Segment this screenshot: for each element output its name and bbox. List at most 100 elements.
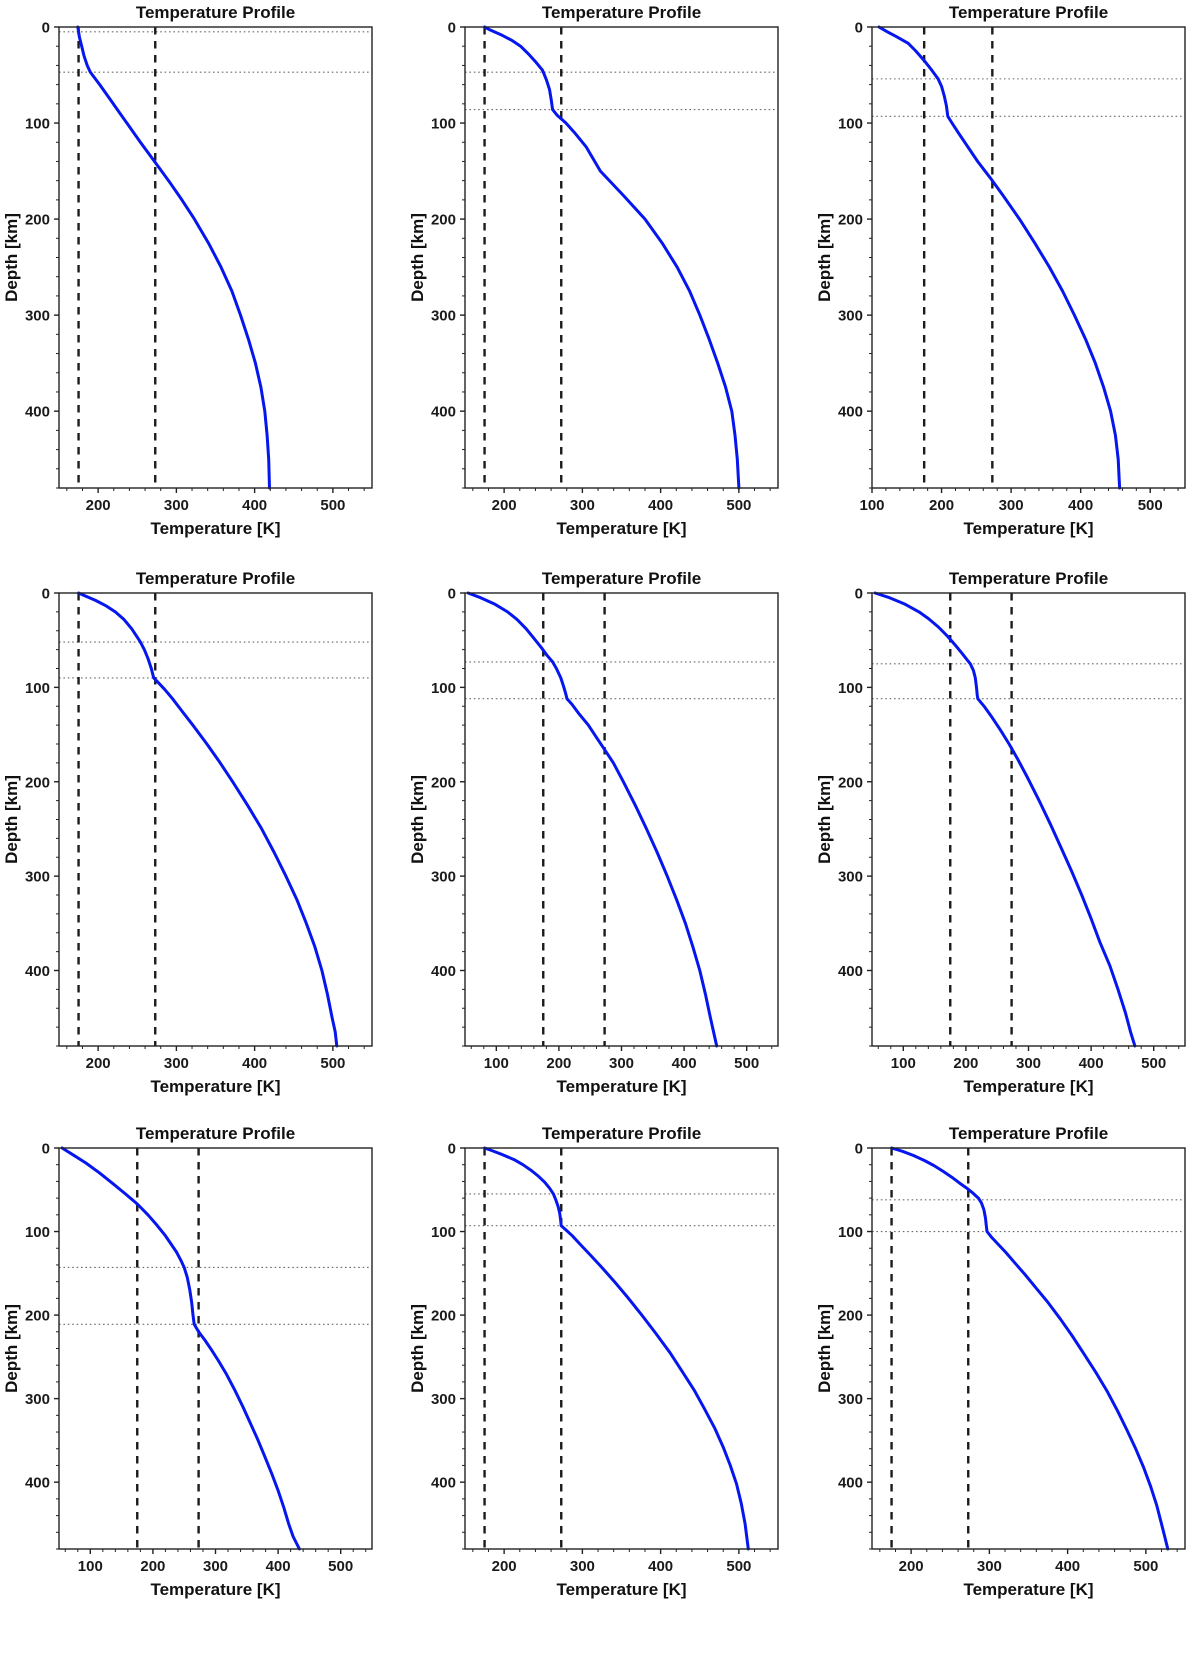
x-tick-label: 200 — [140, 1558, 165, 1575]
y-tick-label: 0 — [42, 1141, 50, 1158]
temperature-curve — [76, 25, 271, 490]
subplot-title: Temperature Profile — [136, 3, 295, 22]
y-tick-label: 400 — [25, 963, 50, 980]
x-tick-label: 300 — [1016, 1055, 1041, 1072]
y-tick-label: 100 — [25, 680, 50, 697]
x-tick-label: 100 — [484, 1055, 509, 1072]
x-axis-label: Temperature [K] — [963, 519, 1093, 538]
y-tick-label: 0 — [855, 586, 863, 603]
y-tick-label: 200 — [838, 774, 863, 791]
subplot-title: Temperature Profile — [949, 569, 1108, 588]
y-axis-label: Depth [km] — [2, 213, 21, 302]
y-axis-label: Depth [km] — [408, 1304, 427, 1393]
y-tick-label: 0 — [855, 1141, 863, 1158]
x-tick-label: 300 — [570, 1558, 595, 1575]
temperature-curve — [483, 1146, 750, 1551]
temperature-curve — [466, 591, 719, 1048]
x-tick-label: 100 — [78, 1558, 103, 1575]
subplot-4: 200 300 400 500 0 100 200 300 400 Temperature Pro… — [2, 569, 373, 1096]
y-tick-label: 400 — [838, 404, 863, 421]
y-tick-label: 400 — [431, 1475, 456, 1492]
subplot-9: 200 300 400 500 0 100 200 300 400 Temperature Pro… — [815, 1124, 1186, 1599]
y-axis-label: Depth [km] — [815, 775, 834, 864]
subplot-title: Temperature Profile — [542, 569, 701, 588]
y-axis-label: Depth [km] — [2, 775, 21, 864]
x-tick-label: 200 — [899, 1558, 924, 1575]
y-tick-label: 400 — [25, 1475, 50, 1492]
x-tick-label: 400 — [648, 497, 673, 514]
temperature-curve — [877, 25, 1122, 490]
x-tick-label: 400 — [242, 497, 267, 514]
y-tick-label: 0 — [448, 1141, 456, 1158]
temperature-curve — [873, 591, 1137, 1048]
x-tick-label: 500 — [320, 1055, 345, 1072]
x-tick-label: 100 — [859, 497, 884, 514]
x-tick-label: 400 — [1068, 497, 1093, 514]
subplot-3: 100 200 300 400 500 0 100 200 300 400 Temperature … — [815, 3, 1186, 538]
x-tick-label: 400 — [648, 1558, 673, 1575]
y-tick-label: 200 — [431, 774, 456, 791]
subplot-title: Temperature Profile — [542, 1124, 701, 1143]
y-axis-label: Depth [km] — [408, 213, 427, 302]
subplot-1: 200 300 400 500 0 100 200 300 400 Temperature Pro… — [2, 3, 373, 538]
y-tick-label: 100 — [838, 1224, 863, 1241]
y-tick-label: 200 — [838, 1308, 863, 1325]
x-tick-label: 200 — [492, 1558, 517, 1575]
y-tick-label: 100 — [431, 116, 456, 133]
subplot-8: 200 300 400 500 0 100 200 300 400 Temperature Pro… — [408, 1124, 779, 1599]
x-tick-label: 300 — [999, 497, 1024, 514]
y-tick-label: 300 — [838, 869, 863, 886]
temperature-curve — [483, 25, 741, 490]
temperature-curve — [77, 591, 339, 1048]
x-tick-label: 300 — [570, 497, 595, 514]
x-tick-label: 400 — [672, 1055, 697, 1072]
x-tick-label: 200 — [953, 1055, 978, 1072]
y-tick-label: 0 — [42, 586, 50, 603]
y-axis-label: Depth [km] — [408, 775, 427, 864]
y-axis-label: Depth [km] — [815, 1304, 834, 1393]
y-tick-label: 400 — [838, 963, 863, 980]
y-tick-label: 300 — [25, 308, 50, 325]
x-axis-label: Temperature [K] — [150, 1580, 280, 1599]
x-tick-label: 200 — [86, 1055, 111, 1072]
x-axis-label: Temperature [K] — [963, 1077, 1093, 1096]
x-tick-label: 500 — [328, 1558, 353, 1575]
x-axis-label: Temperature [K] — [150, 519, 280, 538]
x-axis-label: Temperature [K] — [556, 1580, 686, 1599]
subplot-title: Temperature Profile — [136, 1124, 295, 1143]
subplot-title: Temperature Profile — [949, 3, 1108, 22]
y-tick-label: 400 — [25, 404, 50, 421]
x-tick-label: 400 — [1055, 1558, 1080, 1575]
y-tick-label: 400 — [431, 404, 456, 421]
x-tick-label: 200 — [929, 497, 954, 514]
y-tick-label: 300 — [431, 308, 456, 325]
x-tick-label: 400 — [1079, 1055, 1104, 1072]
y-tick-label: 200 — [431, 1308, 456, 1325]
x-tick-label: 300 — [164, 497, 189, 514]
x-tick-label: 200 — [86, 497, 111, 514]
x-tick-label: 300 — [609, 1055, 634, 1072]
y-tick-label: 200 — [431, 212, 456, 229]
subplot-7: 100 200 300 400 500 0 100 200 300 400 Temperature … — [2, 1124, 373, 1599]
temperature-curve — [60, 1146, 301, 1551]
y-axis-label: Depth [km] — [2, 1304, 21, 1393]
x-axis-label: Temperature [K] — [556, 1077, 686, 1096]
x-tick-label: 500 — [1138, 497, 1163, 514]
y-tick-label: 200 — [25, 774, 50, 791]
x-tick-label: 200 — [546, 1055, 571, 1072]
y-tick-label: 0 — [448, 586, 456, 603]
x-tick-label: 500 — [726, 497, 751, 514]
x-tick-label: 100 — [891, 1055, 916, 1072]
x-tick-label: 400 — [266, 1558, 291, 1575]
x-tick-label: 400 — [242, 1055, 267, 1072]
x-tick-label: 500 — [1133, 1558, 1158, 1575]
y-tick-label: 200 — [25, 1308, 50, 1325]
x-axis-label: Temperature [K] — [556, 519, 686, 538]
temperature-curve — [890, 1146, 1170, 1551]
x-tick-label: 300 — [164, 1055, 189, 1072]
x-tick-label: 500 — [320, 497, 345, 514]
x-tick-label: 500 — [734, 1055, 759, 1072]
y-tick-label: 100 — [25, 116, 50, 133]
y-tick-label: 200 — [838, 212, 863, 229]
